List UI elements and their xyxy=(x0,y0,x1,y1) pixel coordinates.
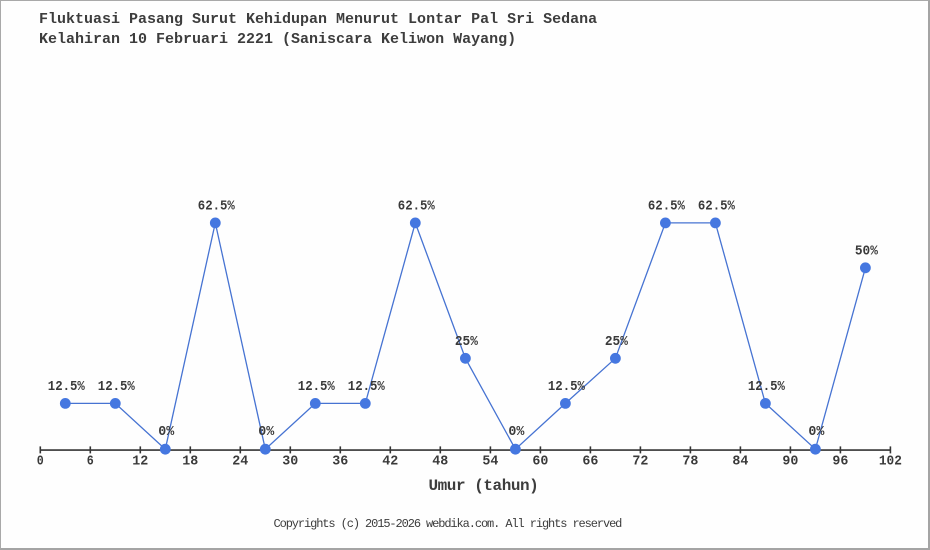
svg-text:0%: 0% xyxy=(808,424,825,440)
svg-text:96: 96 xyxy=(832,453,848,469)
svg-text:50%: 50% xyxy=(855,243,879,259)
svg-text:62.5%: 62.5% xyxy=(648,198,686,214)
svg-text:24: 24 xyxy=(232,453,248,469)
svg-text:102: 102 xyxy=(879,453,902,469)
svg-text:90: 90 xyxy=(782,453,798,469)
svg-text:54: 54 xyxy=(482,453,498,469)
svg-text:72: 72 xyxy=(632,453,648,469)
svg-text:0%: 0% xyxy=(258,424,275,440)
svg-text:18: 18 xyxy=(182,453,198,469)
svg-text:12.5%: 12.5% xyxy=(348,379,386,395)
svg-text:12.5%: 12.5% xyxy=(548,379,586,395)
svg-text:66: 66 xyxy=(582,453,598,469)
svg-text:78: 78 xyxy=(682,453,698,469)
svg-text:62.5%: 62.5% xyxy=(698,198,736,214)
svg-text:60: 60 xyxy=(532,453,548,469)
svg-text:12.5%: 12.5% xyxy=(298,379,336,395)
svg-text:6: 6 xyxy=(87,453,94,469)
svg-text:25%: 25% xyxy=(455,334,479,350)
svg-text:12.5%: 12.5% xyxy=(48,379,86,395)
svg-text:84: 84 xyxy=(732,453,748,469)
svg-text:62.5%: 62.5% xyxy=(398,198,436,214)
svg-text:12.5%: 12.5% xyxy=(748,379,786,395)
svg-text:36: 36 xyxy=(332,453,348,469)
svg-text:0: 0 xyxy=(37,453,44,469)
svg-text:30: 30 xyxy=(282,453,298,469)
svg-text:25%: 25% xyxy=(605,334,629,350)
svg-text:62.5%: 62.5% xyxy=(198,198,236,214)
svg-text:0%: 0% xyxy=(158,424,175,440)
svg-text:0%: 0% xyxy=(508,424,525,440)
svg-text:12: 12 xyxy=(132,453,148,469)
svg-text:12.5%: 12.5% xyxy=(98,379,136,395)
svg-text:42: 42 xyxy=(382,453,398,469)
svg-text:48: 48 xyxy=(432,453,448,469)
